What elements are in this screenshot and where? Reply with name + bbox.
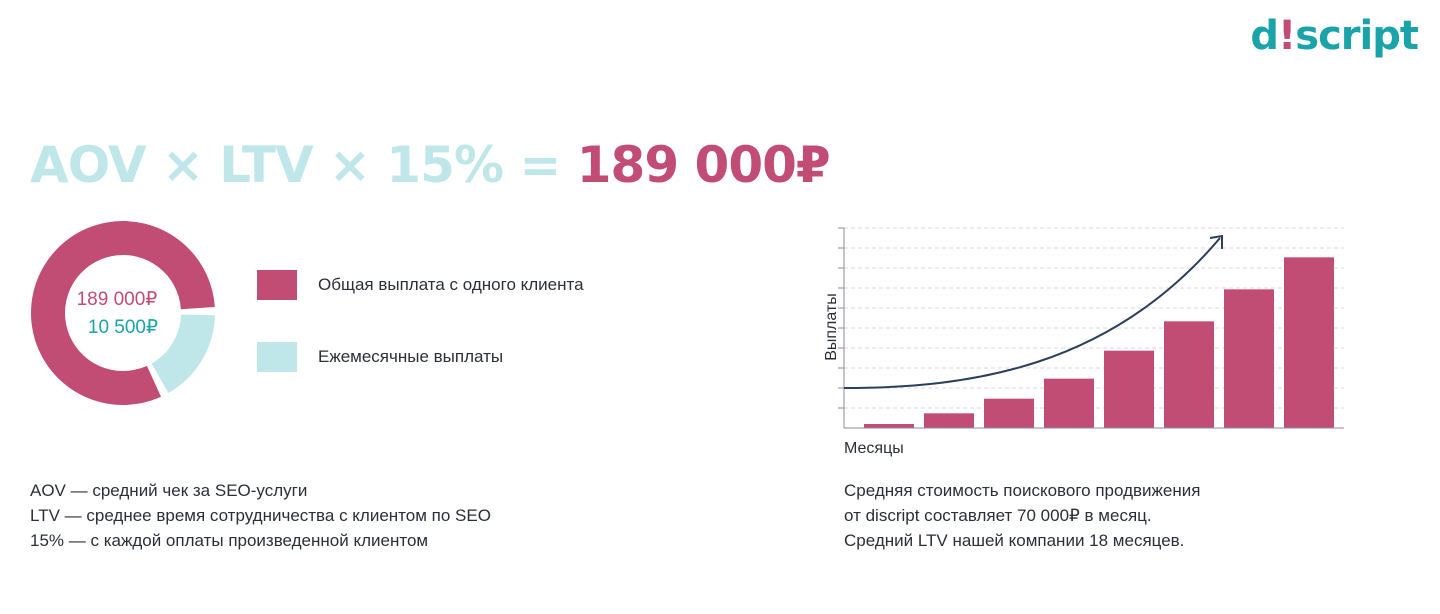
description-line-3: Средний LTV нашей компании 18 месяцев. [844,531,1185,550]
definition-percent: 15% — с каждой оплаты произведенной клие… [30,531,429,550]
donut-total-label: 189 000₽ [76,289,158,310]
discript-logo: d!script [1250,13,1419,59]
bar-1 [864,424,914,428]
legend-label-monthly: Ежемесячные выплаты [318,347,504,366]
legend-item-total: Общая выплата с одного клиента [257,270,584,300]
bar-chart-svg [838,227,1344,429]
bar-4 [1044,378,1094,428]
formula-result: 189 000₽ [576,136,831,194]
bar-8 [1284,257,1334,428]
chart-bars [864,257,1334,428]
donut-svg [30,221,215,405]
definitions-list: AOV — средний чек за SEO-услуги LTV — ср… [30,478,491,553]
definition-aov: AOV — средний чек за SEO-услуги [30,481,308,500]
description-line-1: Средняя стоимость поискового продвижения [844,481,1201,500]
legend-item-monthly: Ежемесячные выплаты [257,342,503,372]
legend-label-total: Общая выплата с одного клиента [318,275,584,294]
bar-3 [984,398,1034,428]
y-axis-label: Выплаты [822,293,840,361]
bar-chart: Выплаты Месяцы [810,218,1360,468]
bar-2 [924,413,974,428]
trend-arrow [843,237,1221,389]
pricing-description: Средняя стоимость поискового продвижения… [844,478,1200,553]
description-line-2: от discript составляет 70 000₽ в месяц. [844,506,1152,525]
bar-5 [1104,350,1154,428]
donut-monthly-label: 10 500₽ [87,317,159,338]
definition-ltv: LTV — среднее время сотрудничества с кли… [30,506,491,525]
bar-7 [1224,289,1274,428]
legend-swatch-total [257,270,297,300]
logo-exclamation: ! [1278,13,1296,59]
formula-expression: AOV × LTV × 15% = [30,136,561,194]
donut-segment-total [30,221,215,405]
x-axis-label: Месяцы [844,440,904,457]
donut-segment-monthly [151,314,215,394]
trend-arrow-head [1209,234,1223,249]
legend-swatch-monthly [257,342,297,372]
bar-6 [1164,321,1214,428]
formula-heading: AOV × LTV × 15% = 189 000₽ [30,134,831,196]
donut-chart: 189 000₽ 10 500₽ [30,220,216,406]
